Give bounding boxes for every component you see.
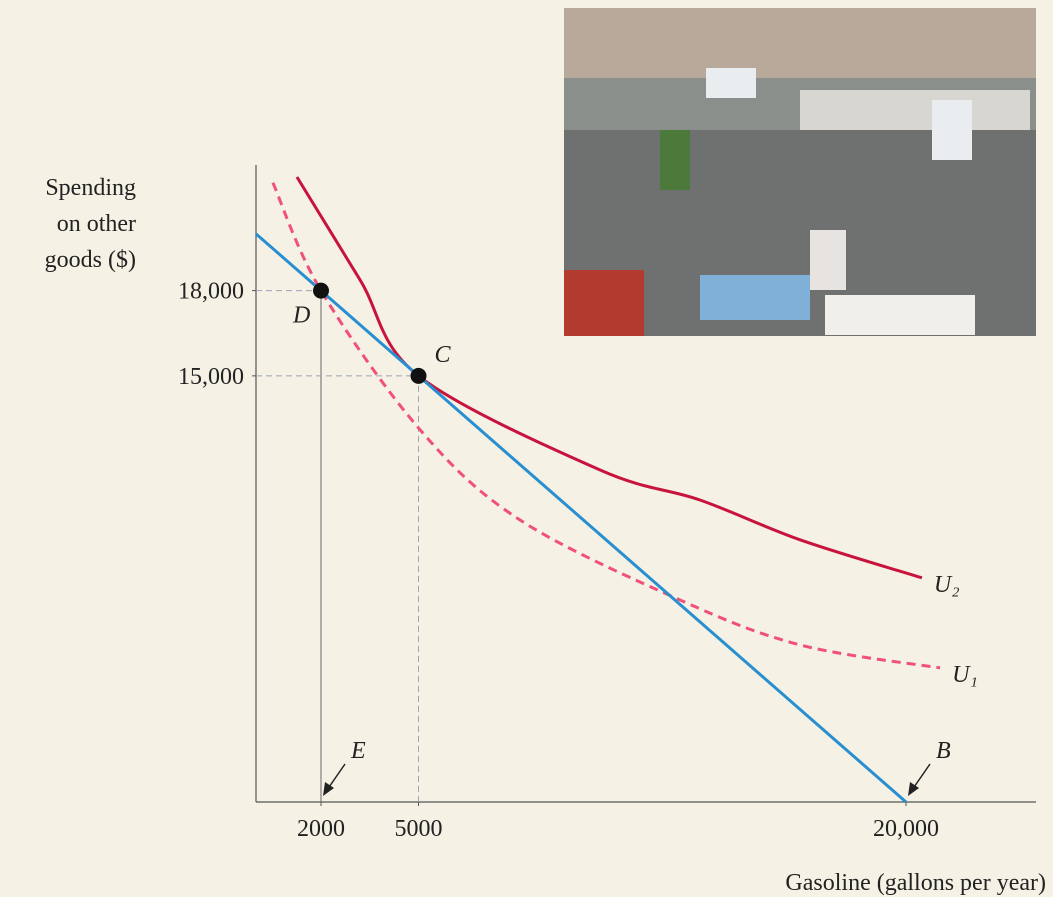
point xyxy=(410,367,427,384)
budget-line xyxy=(255,232,907,804)
arrow-head xyxy=(323,782,334,796)
x-tick-label: 20,000 xyxy=(873,816,939,842)
arrow-label: B xyxy=(936,738,951,764)
y-axis-label: Spending xyxy=(45,175,136,201)
y-tick-label: 15,000 xyxy=(178,364,244,390)
arrow-label: E xyxy=(350,738,366,764)
curve-label: U₂ xyxy=(934,572,960,598)
point-label: C xyxy=(435,342,452,368)
x-axis-label: Gasoline (gallons per year) xyxy=(785,870,1046,896)
curve-label: U₁ xyxy=(952,662,978,688)
point xyxy=(313,282,329,299)
y-tick-label: 18,000 xyxy=(178,279,244,305)
x-tick-label: 5000 xyxy=(395,816,443,842)
arrow-head xyxy=(908,782,919,796)
indifference-curve xyxy=(295,176,923,580)
y-axis-label: on other xyxy=(57,211,136,237)
x-tick-label: 2000 xyxy=(297,816,345,842)
y-axis-label: goods ($) xyxy=(45,247,136,273)
photo xyxy=(564,8,1036,336)
point-label: D xyxy=(292,303,310,329)
